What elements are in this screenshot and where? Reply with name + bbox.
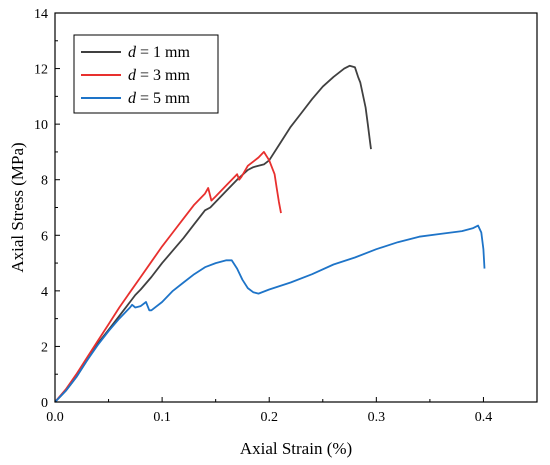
x-tick-label: 0.4 bbox=[475, 410, 493, 425]
y-tick-label: 6 bbox=[41, 229, 48, 244]
y-tick-label: 2 bbox=[41, 340, 48, 355]
legend-label-3: d = 5 mm bbox=[128, 90, 190, 107]
y-tick-label: 12 bbox=[34, 63, 48, 78]
ticks-layer: 0.0 0.1 0.2 0.3 0.4 0 2 4 6 8 10 12 14 bbox=[34, 7, 492, 425]
y-tick-label: 0 bbox=[41, 396, 48, 411]
x-tick-label: 0.0 bbox=[46, 410, 64, 425]
x-axis-title: Axial Strain (%) bbox=[240, 439, 352, 458]
y-tick-label: 14 bbox=[34, 7, 48, 22]
series-line-2 bbox=[54, 150, 282, 403]
y-axis-title: Axial Stress (MPa) bbox=[8, 142, 27, 272]
series-line-1 bbox=[54, 64, 372, 403]
series-layer bbox=[54, 64, 486, 403]
legend-label-2: d = 3 mm bbox=[128, 67, 190, 84]
y-tick-label: 4 bbox=[41, 285, 48, 300]
series-line-3 bbox=[54, 224, 486, 403]
y-tick-label: 10 bbox=[34, 118, 48, 133]
legend-label-1: d = 1 mm bbox=[128, 44, 190, 61]
x-tick-label: 0.3 bbox=[368, 410, 386, 425]
x-tick-label: 0.1 bbox=[153, 410, 171, 425]
x-tick-label: 0.2 bbox=[260, 410, 278, 425]
legend: d = 1 mm d = 3 mm d = 5 mm bbox=[73, 34, 219, 114]
y-tick-label: 8 bbox=[41, 174, 48, 189]
plot-area: 0.0 0.1 0.2 0.3 0.4 0 2 4 6 8 10 12 14 bbox=[34, 7, 538, 425]
